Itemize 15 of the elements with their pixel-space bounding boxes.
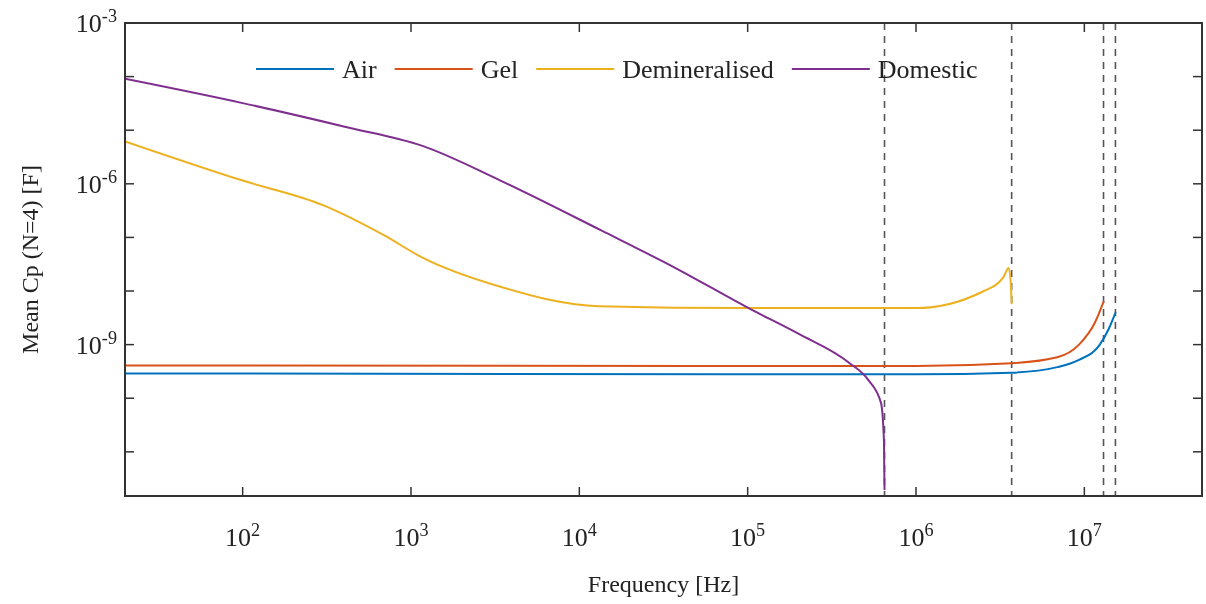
y-tick-label: 10$^{-6}$: [75, 166, 117, 199]
x-axis-title: Frequency [Hz]: [587, 571, 740, 597]
legend-label: Demineralised: [622, 55, 774, 84]
y-axis-title: Mean Cp (N=4) [F]: [17, 165, 43, 354]
y-tick-label: 10$^{-3}$: [75, 6, 117, 38]
x-tick-label: 10$^{4}$: [561, 520, 597, 552]
y-tick-label: 10$^{-9}$: [75, 327, 117, 360]
x-tick-label: 10$^{7}$: [1066, 520, 1102, 552]
x-tick-label: 10$^{5}$: [730, 520, 766, 552]
x-tick-label: 10$^{2}$: [225, 520, 261, 552]
legend-label: Gel: [480, 55, 519, 84]
legend-label: Air: [342, 55, 377, 84]
x-tick-label: 10$^{6}$: [898, 520, 934, 552]
x-tick-label: 10$^{3}$: [393, 520, 429, 552]
legend-label: Domestic: [877, 55, 978, 84]
